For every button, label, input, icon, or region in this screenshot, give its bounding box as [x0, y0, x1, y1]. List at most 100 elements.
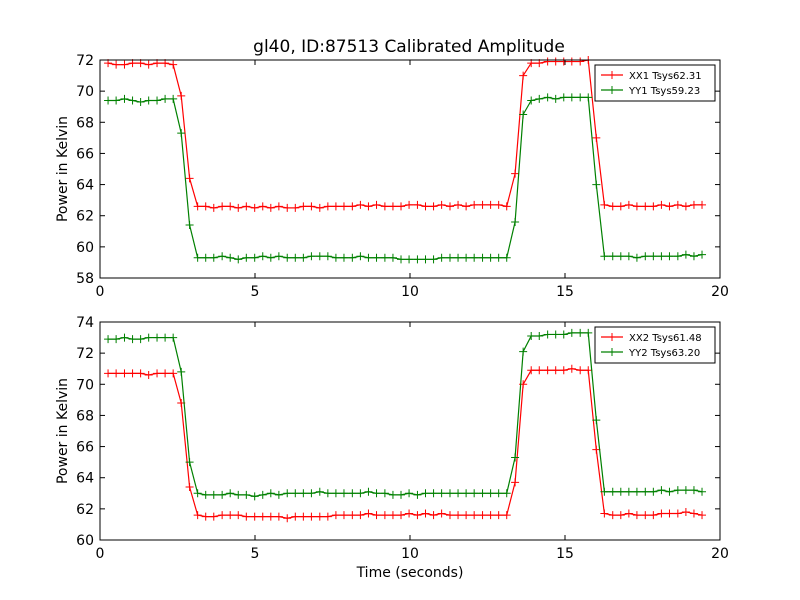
data-point: [266, 253, 275, 262]
data-point: [331, 202, 340, 211]
data-point: [535, 366, 544, 375]
data-point: [657, 200, 666, 209]
legend-label: YY1 Tsys59.23: [628, 86, 700, 97]
data-point: [356, 511, 365, 520]
data-point: [372, 511, 381, 520]
data-point: [437, 253, 446, 262]
data-point: [616, 202, 625, 211]
data-point: [478, 489, 487, 498]
legend: XX2 Tsys61.48 YY2 Tsys63.20: [594, 326, 716, 364]
data-point: [372, 489, 381, 498]
data-point: [641, 487, 650, 496]
data-point: [397, 255, 406, 264]
data-point: [177, 367, 186, 376]
data-point: [673, 252, 682, 261]
data-point: [226, 253, 235, 262]
data-point: [462, 511, 471, 520]
data-point: [616, 487, 625, 496]
data-point: [185, 458, 194, 467]
legend-marker: [608, 71, 616, 79]
data-point: [494, 200, 503, 209]
data-point: [299, 489, 308, 498]
y-tick-label: 60: [76, 240, 94, 256]
data-point: [104, 96, 113, 105]
data-point: [413, 255, 422, 264]
data-point: [283, 253, 292, 262]
y-tick-label: 64: [76, 178, 94, 194]
data-point: [144, 370, 153, 379]
data-point: [665, 509, 674, 518]
data-point: [177, 129, 186, 138]
data-point: [185, 174, 194, 183]
data-point: [274, 512, 283, 521]
data-point: [136, 335, 145, 344]
data-point: [437, 509, 446, 518]
data-point: [258, 202, 267, 211]
data-point: [348, 202, 357, 211]
data-point: [665, 202, 674, 211]
data-point: [478, 511, 487, 520]
data-point: [307, 202, 316, 211]
data-point: [128, 96, 137, 105]
data-point: [470, 200, 479, 209]
data-point: [689, 486, 698, 495]
data-point: [348, 489, 357, 498]
data-point: [104, 335, 113, 344]
data-point: [689, 252, 698, 261]
data-point: [397, 511, 406, 520]
data-point: [218, 252, 227, 261]
data-point: [519, 347, 528, 356]
data-point: [380, 202, 389, 211]
data-point: [470, 511, 479, 520]
data-point: [681, 250, 690, 259]
legend-label: YY2 Tsys63.20: [628, 348, 700, 359]
legend-label: XX1 Tsys62.31: [629, 71, 702, 82]
data-point: [226, 202, 235, 211]
data-point: [502, 511, 511, 520]
data-point: [136, 369, 145, 378]
data-point: [535, 94, 544, 103]
data-point: [462, 202, 471, 211]
data-point: [616, 511, 625, 520]
data-point: [234, 255, 243, 264]
data-point: [339, 202, 348, 211]
y-tick-label: 72: [76, 53, 94, 69]
data-point: [136, 98, 145, 107]
data-point: [592, 133, 601, 142]
data-point: [185, 221, 194, 230]
data-point: [380, 489, 389, 498]
data-point: [600, 200, 609, 209]
y-tick-label: 70: [76, 377, 94, 393]
data-point: [624, 509, 633, 518]
data-point: [234, 203, 243, 212]
data-point: [421, 489, 430, 498]
data-point: [535, 332, 544, 341]
data-point: [209, 253, 218, 262]
data-point: [274, 202, 283, 211]
data-point: [128, 369, 137, 378]
data-point: [624, 487, 633, 496]
y-tick-label: 62: [76, 209, 94, 225]
data-point: [445, 511, 454, 520]
data-point: [502, 202, 511, 211]
data-point: [421, 202, 430, 211]
data-point: [307, 489, 316, 498]
data-point: [592, 416, 601, 425]
data-point: [397, 202, 406, 211]
data-point: [201, 253, 210, 262]
data-point: [592, 180, 601, 189]
legend-label: XX2 Tsys61.48: [629, 333, 702, 344]
data-point: [177, 91, 186, 100]
data-point: [315, 203, 324, 212]
data-point: [494, 253, 503, 262]
data-point: [698, 200, 707, 209]
data-point: [429, 255, 438, 264]
data-point: [632, 487, 641, 496]
legend-marker: [608, 348, 616, 356]
data-point: [323, 202, 332, 211]
data-point: [169, 369, 178, 378]
data-point: [169, 60, 178, 69]
data-point: [576, 57, 585, 66]
data-point: [698, 511, 707, 520]
data-point: [527, 366, 536, 375]
